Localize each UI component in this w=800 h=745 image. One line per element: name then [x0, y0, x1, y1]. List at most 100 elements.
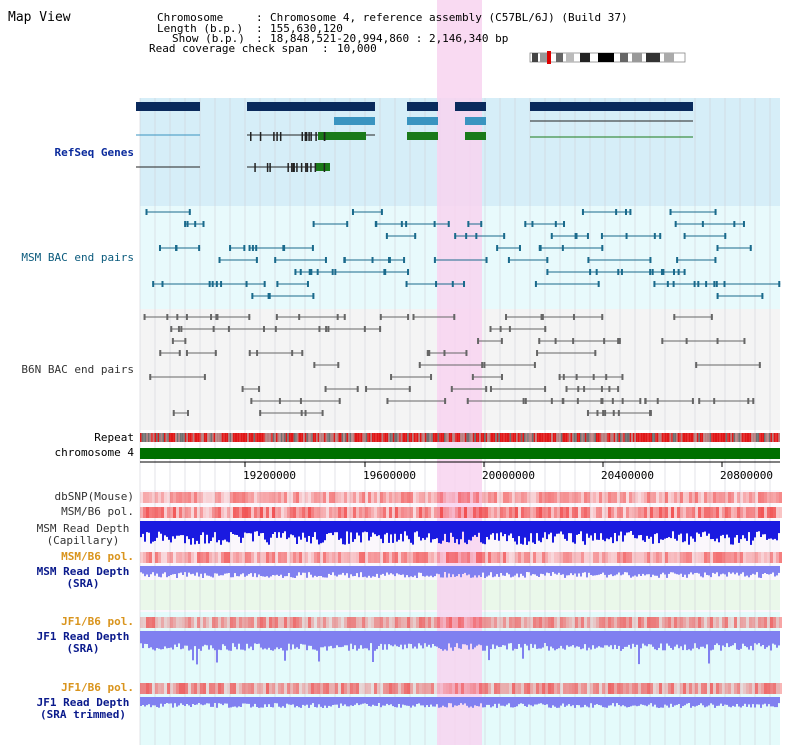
track-label-dbsnp[interactable]: dbSNP(Mouse): [54, 490, 134, 503]
b6n-bac-pair-end: [685, 338, 688, 344]
jf1-depth-sra-trimmed: [502, 697, 504, 706]
track-label-msm-depth-sra-1[interactable]: MSM Read Depth: [36, 565, 130, 578]
repeat-segment: [285, 433, 288, 442]
refseq-exon: [250, 132, 252, 141]
msm-depth-sra: [774, 566, 776, 577]
dbsnp-heat: [569, 492, 572, 503]
jf1-depth-sra: [508, 631, 510, 644]
b6n-bac-pair-end: [301, 350, 304, 356]
repeat-segment: [560, 433, 563, 442]
track-label-jf1-b6-pol-2[interactable]: JF1/B6 pol.: [61, 681, 134, 694]
repeat-segment: [426, 433, 428, 442]
track-label-jf1-trim-1[interactable]: JF1 Read Depth: [36, 696, 130, 709]
msm-b6-pol-heat-2: [674, 552, 677, 563]
repeat-segment: [480, 433, 483, 442]
msm-b6-pol-heat-2: [752, 552, 755, 563]
repeat-segment: [520, 433, 523, 442]
msm-bac-pair-end: [600, 233, 603, 239]
msm-b6-pol-heat-2: [389, 552, 392, 563]
msm-b6-pol-heat-2: [305, 552, 308, 563]
msm-bac-pair-end: [507, 257, 510, 263]
jf1-b6-pol-heat-2: [467, 683, 470, 694]
msm-depth-sra: [390, 566, 392, 574]
repeat-segment: [176, 433, 179, 442]
dbsnp-heat: [440, 492, 443, 503]
jf1-depth-sra: [418, 631, 420, 644]
jf1-b6-pol-heat: [512, 617, 515, 628]
jf1-depth-sra-trimmed: [762, 697, 764, 705]
repeat-segment: [468, 433, 470, 442]
dbsnp-heat: [776, 492, 779, 503]
jf1-b6-pol-heat-2: [548, 683, 551, 694]
msm-bac-pair-end: [550, 233, 553, 239]
track-label-chromosome[interactable]: chromosome 4: [54, 446, 134, 459]
msm-bac-pair-end: [546, 257, 549, 263]
jf1-depth-sra: [180, 631, 182, 650]
repeat-segment: [376, 433, 379, 442]
dbsnp-heat: [515, 492, 518, 503]
dbsnp-heat: [599, 492, 602, 503]
jf1-b6-pol-heat: [734, 617, 737, 628]
jf1-b6-pol-heat: [188, 617, 191, 628]
msm-depth-capillary: [246, 521, 248, 534]
msm-depth-capillary: [490, 521, 492, 535]
jf1-depth-sra: [624, 631, 626, 647]
jf1-depth-sra-trimmed: [256, 697, 258, 707]
jf1-b6-pol-heat-2: [452, 683, 455, 694]
jf1-b6-pol-heat-2: [296, 683, 299, 694]
jf1-b6-pol-heat-2: [560, 683, 563, 694]
msm-depth-capillary: [226, 521, 228, 542]
jf1-depth-sra: [748, 631, 750, 650]
msm-depth-capillary: [632, 521, 634, 535]
jf1-b6-pol-heat: [245, 617, 248, 628]
msm-depth-sra: [446, 566, 448, 578]
msm-b6-pol-heat-2: [446, 552, 449, 563]
jf1-depth-sra-trimmed: [462, 697, 464, 705]
dbsnp-heat: [332, 492, 335, 503]
track-label-msm-b6-pol-2[interactable]: MSM/B6 pol.: [61, 550, 134, 563]
repeat-segment: [519, 433, 521, 442]
jf1-b6-pol-heat-2: [626, 683, 629, 694]
track-label-msm-bac[interactable]: MSM BAC end pairs: [21, 251, 134, 264]
jf1-b6-pol-heat-2: [509, 683, 512, 694]
msm-depth-capillary: [552, 521, 554, 543]
jf1-b6-pol-heat: [401, 617, 404, 628]
msm-b6-pol-heat: [671, 507, 674, 518]
msm-depth-capillary: [626, 521, 628, 533]
track-label-msm-depth-cap-1[interactable]: MSM Read Depth: [36, 522, 130, 535]
msm-depth-sra: [358, 566, 360, 578]
msm-bac-pair-end: [145, 209, 148, 215]
msm-b6-pol-heat-2: [686, 552, 689, 563]
msm-depth-capillary: [402, 521, 404, 542]
repeat-segment: [181, 433, 184, 442]
jf1-depth-sra: [174, 631, 176, 645]
msm-b6-pol-heat-2: [398, 552, 401, 563]
track-label-msm-b6-pol-1[interactable]: MSM/B6 pol.: [61, 505, 134, 518]
msm-depth-capillary: [198, 521, 200, 544]
msm-depth-sra: [586, 566, 588, 578]
track-label-repeat[interactable]: Repeat: [94, 431, 134, 444]
dbsnp-heat: [665, 492, 668, 503]
repeat-segment: [186, 433, 188, 442]
track-label-jf1-b6-pol-1[interactable]: JF1/B6 pol.: [61, 615, 134, 628]
track-label-refseq[interactable]: RefSeq Genes: [54, 146, 134, 159]
msm-b6-pol-heat: [680, 507, 683, 518]
b6n-bac-pair-end: [752, 398, 755, 404]
msm-b6-pol-heat: [686, 507, 689, 518]
jf1-b6-pol-heat: [449, 617, 452, 628]
msm-depth-capillary: [252, 521, 254, 542]
track-label-jf1-depth-1[interactable]: JF1 Read Depth: [36, 630, 130, 643]
b6n-bac-pair-end: [481, 362, 484, 368]
msm-b6-pol-heat: [758, 507, 761, 518]
msm-depth-sra: [598, 566, 600, 575]
msm-depth-capillary: [578, 521, 580, 534]
repeat-segment: [536, 433, 539, 442]
msm-bac-pair-end: [683, 269, 686, 275]
jf1-b6-pol-heat-2: [632, 683, 635, 694]
dbsnp-heat: [722, 492, 725, 503]
track-label-b6n-bac[interactable]: B6N BAC end pairs: [21, 363, 134, 376]
jf1-depth-sra: [402, 631, 404, 650]
repeat-segment: [229, 433, 232, 442]
jf1-depth-sra: [554, 631, 556, 651]
jf1-depth-sra-trimmed: [548, 697, 550, 708]
